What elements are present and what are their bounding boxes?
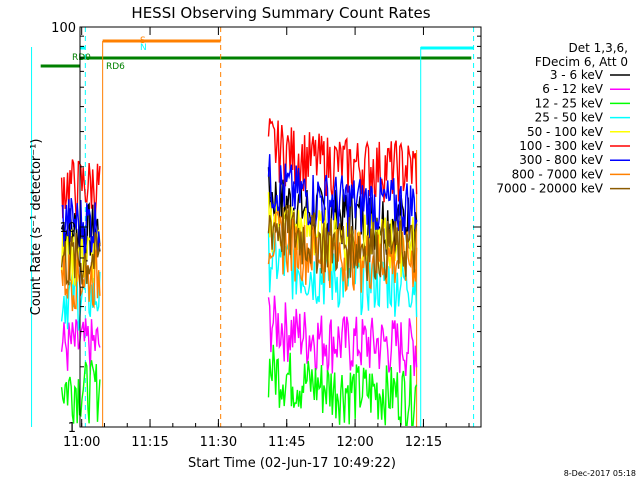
series-trace-5-0 bbox=[60, 159, 101, 220]
y-tick-label-0: 1 bbox=[68, 421, 76, 436]
series-8 bbox=[60, 204, 418, 286]
series-trace-5-1 bbox=[267, 118, 418, 203]
series-trace-2-1 bbox=[267, 344, 418, 426]
series-trace-1-1 bbox=[267, 295, 418, 377]
flag-label-rd6-3: RD6 bbox=[106, 62, 125, 72]
chart-title: HESSI Observing Summary Count Rates bbox=[131, 4, 430, 22]
legend-label-3: 25 - 50 keV bbox=[535, 111, 604, 125]
x-axis-label: Start Time (02-Jun-17 10:49:22) bbox=[188, 456, 396, 471]
series-trace-2-0 bbox=[60, 360, 101, 424]
legend-header-1: FDecim 6, Att 0 bbox=[535, 55, 628, 69]
series-trace-6-0 bbox=[61, 197, 101, 258]
series-trace-1-0 bbox=[60, 318, 101, 375]
series-1 bbox=[60, 295, 418, 377]
y-tick-label-2: 100 bbox=[51, 21, 76, 36]
series-trace-6-1 bbox=[267, 154, 418, 239]
series-trace-3-1 bbox=[267, 230, 418, 318]
y-axis-label: Count Rate (s⁻¹ detector⁻¹) bbox=[29, 139, 44, 316]
series-trace-7-1 bbox=[267, 210, 418, 293]
legend-label-8: 7000 - 20000 keV bbox=[496, 182, 603, 196]
y-tick-label-1: 10 bbox=[59, 221, 76, 236]
series-trace-8-0 bbox=[60, 232, 101, 286]
legend-label-7: 800 - 7000 keV bbox=[512, 167, 604, 181]
series-3 bbox=[60, 230, 418, 331]
x-tick-label-2: 11:30 bbox=[200, 435, 237, 450]
x-tick-label-4: 12:00 bbox=[336, 435, 373, 450]
legend-header-0: Det 1,3,6, bbox=[569, 41, 629, 55]
x-tick-label-5: 12:15 bbox=[405, 435, 442, 450]
legend-label-0: 3 - 6 keV bbox=[550, 68, 604, 82]
legend-label-2: 12 - 25 keV bbox=[535, 96, 604, 110]
legend-label-1: 6 - 12 keV bbox=[542, 82, 604, 96]
flag-label-n-1: N bbox=[140, 43, 147, 53]
flag-label-s-0: S bbox=[140, 36, 146, 46]
series-5 bbox=[60, 118, 418, 220]
axes: 11:00 11:15 11:30 11:45 12:00 12:15 1 10 100 bbox=[51, 21, 481, 450]
x-tick-label-1: 11:15 bbox=[131, 435, 168, 450]
x-tick-label-3: 11:45 bbox=[268, 435, 305, 450]
series-trace-8-1 bbox=[267, 204, 418, 282]
x-tick-label-0: 11:00 bbox=[63, 435, 100, 450]
legend-label-5: 100 - 300 keV bbox=[519, 139, 603, 153]
legend-label-6: 300 - 800 keV bbox=[519, 153, 603, 167]
timestamp: 8-Dec-2017 05:18 bbox=[564, 469, 636, 478]
series-6 bbox=[61, 154, 418, 258]
series-2 bbox=[60, 344, 418, 426]
series-trace-3-0 bbox=[60, 269, 101, 331]
legend-label-4: 50 - 100 keV bbox=[527, 125, 604, 139]
